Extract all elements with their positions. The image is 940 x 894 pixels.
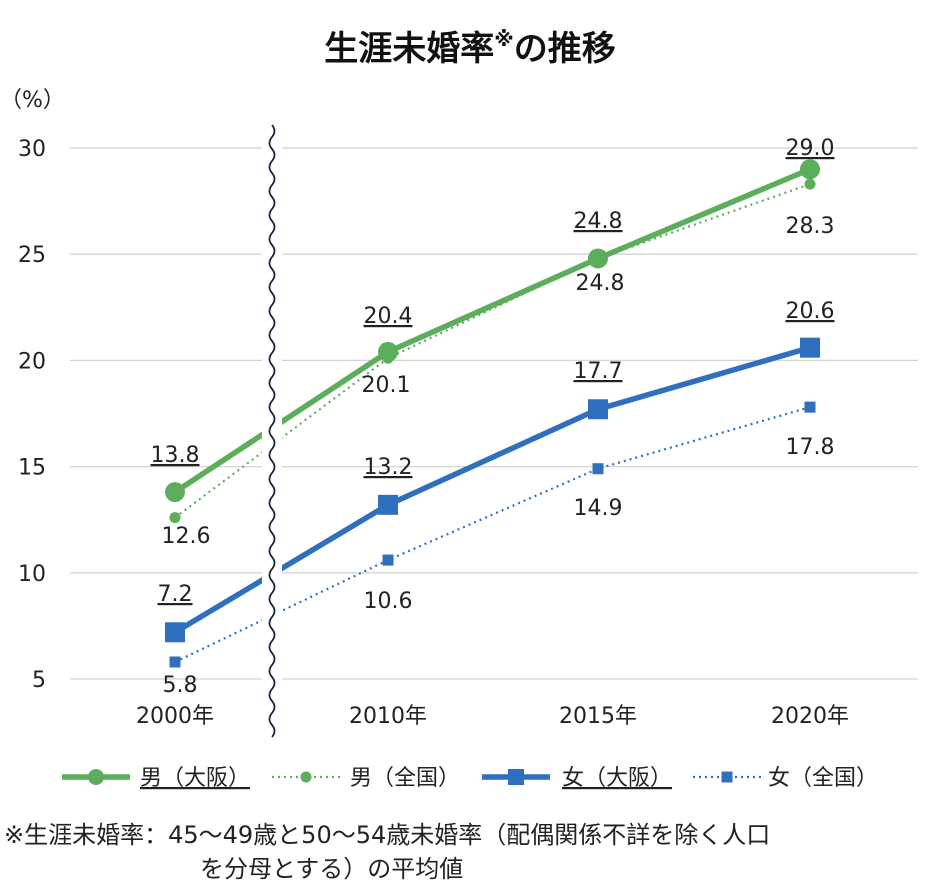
axis-break-mask bbox=[262, 120, 282, 735]
data-label: 14.9 bbox=[574, 496, 623, 521]
chart-title-mark: ※ bbox=[494, 27, 513, 51]
data-point bbox=[800, 159, 820, 180]
legend-label: 男（大阪） bbox=[140, 766, 250, 791]
data-label: 20.1 bbox=[362, 373, 411, 398]
chart-title-main: 生涯未婚率 bbox=[324, 29, 494, 69]
data-point bbox=[588, 399, 608, 420]
x-tick-label: 2000年 bbox=[136, 704, 214, 729]
data-label: 17.8 bbox=[786, 435, 835, 460]
y-tick-label: 15 bbox=[18, 456, 46, 481]
data-point bbox=[382, 554, 394, 566]
data-point bbox=[169, 512, 181, 524]
data-point bbox=[804, 401, 816, 413]
x-tick-label: 2010年 bbox=[349, 704, 427, 729]
legend-marker bbox=[721, 771, 733, 783]
y-tick-label: 5 bbox=[32, 668, 46, 693]
data-point bbox=[165, 622, 185, 643]
chart-title-suffix: の推移 bbox=[514, 29, 616, 69]
data-label: 13.8 bbox=[151, 443, 200, 468]
data-label: 29.0 bbox=[786, 136, 835, 161]
legend-marker bbox=[300, 771, 312, 783]
data-point bbox=[592, 252, 604, 264]
y-tick-label: 20 bbox=[18, 349, 46, 374]
data-point bbox=[800, 337, 820, 358]
data-label: 20.4 bbox=[364, 304, 413, 329]
data-label: 7.2 bbox=[158, 582, 193, 607]
y-unit-label: （%） bbox=[0, 88, 65, 113]
data-label: 17.7 bbox=[574, 359, 623, 384]
data-label: 10.6 bbox=[364, 589, 413, 614]
data-label: 5.8 bbox=[163, 673, 198, 698]
footnote-line1: ※生涯未婚率：45〜49歳と50〜54歳未婚率（配偶関係不詳を除く人口 bbox=[4, 821, 771, 849]
data-point bbox=[378, 494, 398, 515]
y-tick-label: 25 bbox=[18, 243, 46, 268]
y-tick-label: 10 bbox=[18, 562, 46, 587]
data-point bbox=[165, 482, 185, 503]
legend-marker bbox=[508, 769, 524, 785]
data-label: 28.3 bbox=[786, 214, 835, 239]
data-label: 13.2 bbox=[364, 455, 413, 480]
y-tick-label: 30 bbox=[18, 137, 46, 162]
x-tick-label: 2020年 bbox=[771, 704, 849, 729]
footnote: ※生涯未婚率：45〜49歳と50〜54歳未婚率（配偶関係不詳を除く人口 を分母と… bbox=[4, 818, 770, 886]
data-point bbox=[592, 463, 604, 475]
data-label: 12.6 bbox=[162, 524, 211, 549]
chart-title: 生涯未婚率※の推移 bbox=[324, 27, 615, 69]
data-label: 24.8 bbox=[576, 271, 625, 296]
data-label: 20.6 bbox=[786, 299, 835, 324]
legend-label: 女（大阪） bbox=[562, 766, 672, 791]
legend-marker bbox=[88, 769, 104, 785]
axis-break-wave bbox=[268, 124, 276, 738]
legend-label: 男（全国） bbox=[350, 766, 460, 791]
x-tick-label: 2015年 bbox=[559, 704, 637, 729]
data-label: 24.8 bbox=[574, 209, 623, 234]
data-point bbox=[382, 352, 394, 364]
data-point bbox=[169, 656, 181, 668]
marriage-rate-chart: 生涯未婚率※の推移 （%） 5 10 15 20 25 30 2000年 2010年 2015… bbox=[0, 27, 918, 791]
footnote-line2: を分母とする）の平均値 bbox=[200, 855, 464, 883]
data-point bbox=[804, 178, 816, 190]
legend-label: 女（全国） bbox=[768, 766, 878, 791]
